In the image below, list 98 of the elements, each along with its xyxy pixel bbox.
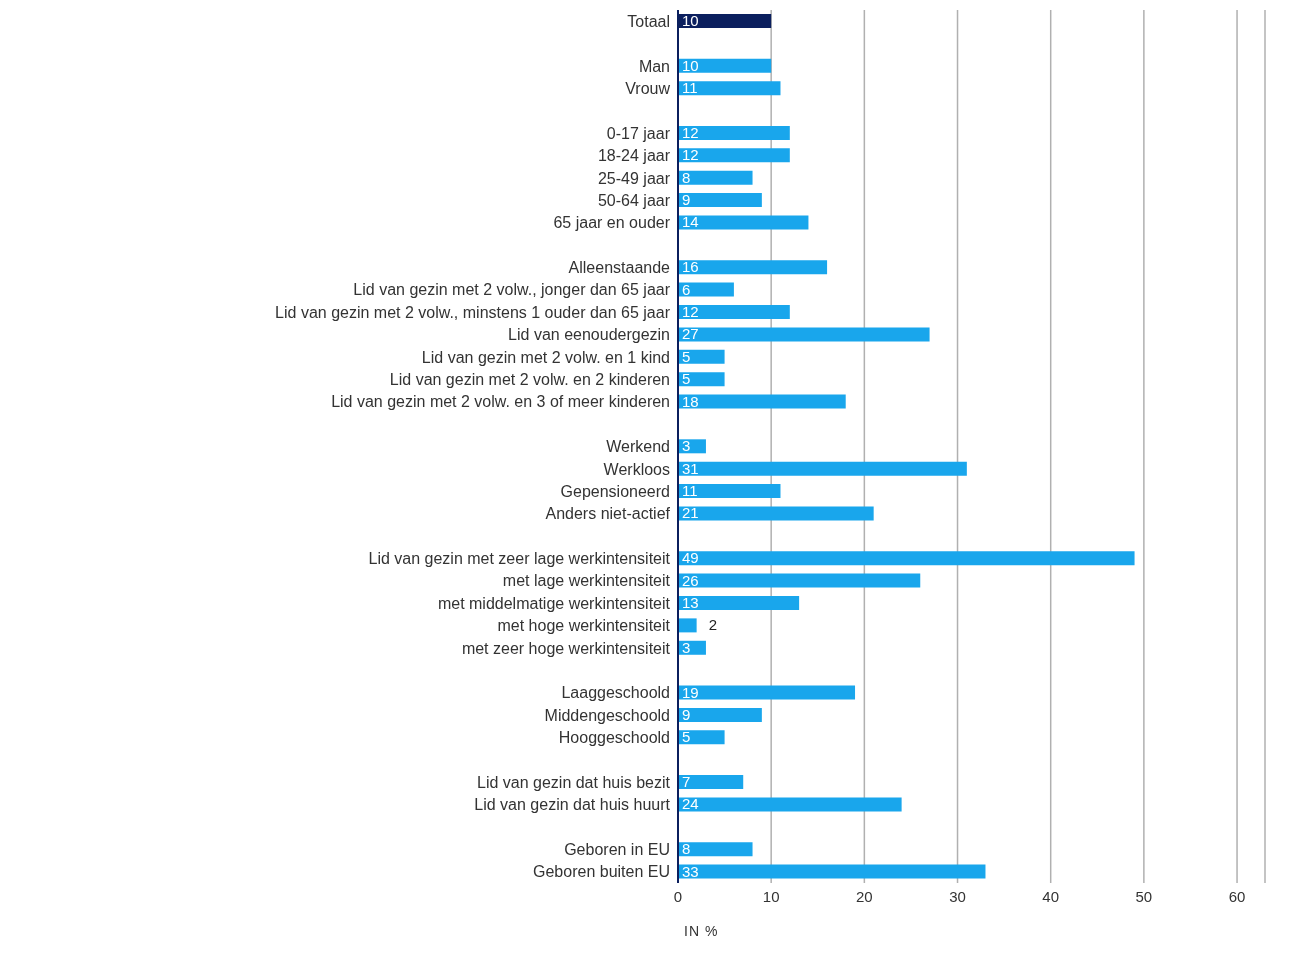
data-label: 5 <box>682 347 691 365</box>
y-tick-label: met hoge werkintensiteit <box>497 617 671 635</box>
y-tick-label: Lid van gezin met 2 volw. en 3 of meer kinderen <box>331 393 670 411</box>
data-label: 8 <box>682 840 691 858</box>
bar <box>678 193 762 208</box>
y-tick-label: 50-64 jaar <box>597 191 671 209</box>
bar <box>678 506 874 521</box>
data-label: 49 <box>682 549 699 567</box>
y-tick-label: Lid van gezin met 2 volw. en 2 kinderen <box>389 371 670 389</box>
x-tick-label: 40 <box>1042 887 1060 905</box>
data-label: 24 <box>682 795 699 813</box>
data-label: 16 <box>682 258 699 276</box>
bar <box>678 551 1135 566</box>
x-tick-label: 50 <box>1135 887 1153 905</box>
bar <box>678 394 846 409</box>
data-label: 9 <box>682 191 691 209</box>
bar <box>678 305 790 319</box>
bar <box>678 461 967 476</box>
data-label: 3 <box>682 638 691 656</box>
data-label: 19 <box>682 683 699 701</box>
bar <box>678 148 790 163</box>
bar <box>678 685 856 700</box>
y-tick-label: met lage werkintensiteit <box>502 572 671 590</box>
x-tick-label: 10 <box>762 887 780 905</box>
y-tick-label: Lid van eenoudergezin <box>508 326 670 344</box>
y-tick-label: met zeer hoge werkintensiteit <box>461 639 671 657</box>
data-label: 6 <box>682 280 691 298</box>
data-label: 11 <box>682 482 698 500</box>
y-tick-label: Anders niet-actief <box>545 505 671 523</box>
y-tick-label: Geboren in EU <box>564 841 670 859</box>
y-tick-label: Vrouw <box>625 80 671 98</box>
data-label: 12 <box>682 146 699 164</box>
y-tick-label: Alleenstaande <box>568 259 671 277</box>
data-label: 10 <box>682 56 699 74</box>
x-tick-label: 60 <box>1228 887 1246 905</box>
y-tick-label: Lid van gezin met zeer lage werkintensiteit <box>368 550 671 568</box>
y-tick-label: Laaggeschoold <box>561 684 670 702</box>
bar <box>678 282 734 297</box>
y-tick-label: met middelmatige werkintensiteit <box>437 594 671 612</box>
bar <box>678 730 725 745</box>
y-tick-label: Totaal <box>627 12 670 30</box>
data-label: 10 <box>682 12 699 29</box>
x-tick-label: 30 <box>949 887 966 905</box>
y-tick-label: Lid van gezin met 2 volw. en 1 kind <box>421 348 670 366</box>
data-label: 9 <box>682 705 691 723</box>
y-tick-label: Hooggeschoold <box>558 729 670 747</box>
data-label: 5 <box>682 370 691 388</box>
data-label: 7 <box>682 773 691 791</box>
bar <box>678 573 921 588</box>
data-label: 21 <box>682 504 699 522</box>
bar <box>678 596 800 610</box>
y-tick-label: Werkloos <box>603 460 670 478</box>
bar <box>678 260 828 275</box>
y-tick-label: 25-49 jaar <box>597 169 671 187</box>
bar <box>678 842 753 857</box>
y-tick-label: Lid van gezin met 2 volw., minstens 1 ouder dan 65 jaar <box>275 303 671 321</box>
data-label: 11 <box>682 79 698 97</box>
data-label: 14 <box>682 213 699 231</box>
data-label: 13 <box>682 594 699 611</box>
y-tick-label: 0-17 jaar <box>606 124 671 142</box>
data-label: 33 <box>682 862 699 880</box>
data-label: 5 <box>682 728 691 746</box>
bar <box>678 58 772 73</box>
bar <box>678 797 902 812</box>
bar <box>678 707 762 722</box>
bar <box>678 125 790 140</box>
y-tick-label: Lid van gezin met 2 volw., jonger dan 65 jaar <box>353 281 671 299</box>
bar <box>678 618 697 633</box>
y-tick-label: 65 jaar en ouder <box>553 214 671 232</box>
bar <box>678 372 725 387</box>
bar <box>678 215 809 230</box>
y-tick-label: Man <box>638 57 670 75</box>
y-tick-label: 18-24 jaar <box>597 147 671 165</box>
data-label: 12 <box>682 303 699 320</box>
bar <box>678 327 930 342</box>
data-label: 3 <box>682 437 691 455</box>
data-label: 27 <box>682 325 699 343</box>
bar <box>678 349 725 364</box>
y-tick-label: Middengeschoold <box>544 706 670 724</box>
y-tick-label: Geboren buiten EU <box>533 863 670 881</box>
bar <box>678 170 753 185</box>
data-label: 31 <box>682 459 699 477</box>
x-tick-label: 20 <box>856 887 873 905</box>
bar <box>678 484 781 499</box>
y-tick-label: Gepensioneerd <box>560 482 670 500</box>
data-label: 18 <box>682 392 699 410</box>
x-axis-title: IN % <box>684 923 720 939</box>
y-tick-label: Lid van gezin dat huis bezit <box>476 773 671 791</box>
data-label: 26 <box>682 571 699 589</box>
data-label: 2 <box>708 616 717 634</box>
bar <box>678 81 781 96</box>
bar <box>678 864 986 879</box>
data-label: 8 <box>682 168 691 186</box>
data-label: 12 <box>682 123 699 141</box>
y-tick-label: Werkend <box>606 438 670 456</box>
x-tick-label: 0 <box>673 887 683 905</box>
y-tick-label: Lid van gezin dat huis huurt <box>474 796 671 814</box>
bar <box>678 775 744 790</box>
